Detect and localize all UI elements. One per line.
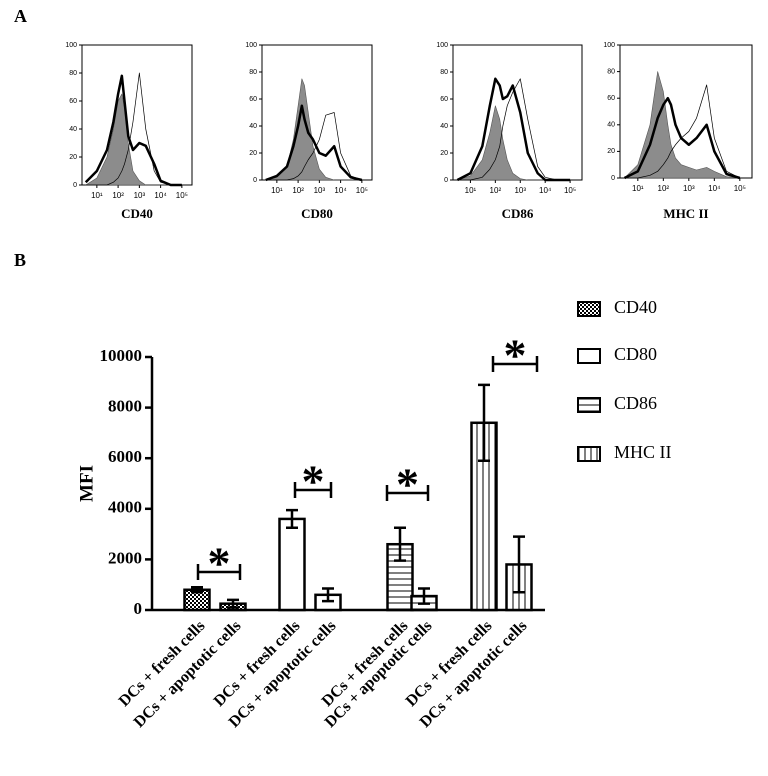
significance-bracket bbox=[293, 482, 333, 498]
plot-frame bbox=[452, 44, 583, 181]
significance-star: * bbox=[504, 330, 527, 381]
y-tick-label: 100 bbox=[65, 42, 77, 49]
y-tick-label: 2000 bbox=[108, 548, 142, 567]
histogram-curve bbox=[265, 78, 363, 181]
x-tick-label: 10⁵ bbox=[564, 186, 576, 195]
x-tick-label: 10⁴ bbox=[708, 184, 721, 193]
y-tick-label: 10000 bbox=[100, 346, 143, 365]
x-tick-label: 10³ bbox=[134, 191, 146, 200]
histogram-curve bbox=[85, 93, 183, 186]
histogram-curve bbox=[457, 105, 571, 181]
legend-swatch bbox=[577, 397, 601, 413]
y-tick-label: 6000 bbox=[108, 447, 142, 466]
histogram-curve bbox=[624, 84, 740, 179]
x-axis-label: CD86 bbox=[502, 206, 534, 221]
legend-label: MHC II bbox=[614, 442, 672, 462]
significance-bracket bbox=[196, 564, 242, 580]
y-tick-label: 20 bbox=[607, 148, 615, 155]
y-tick-label: 60 bbox=[607, 95, 615, 102]
y-tick-label: 60 bbox=[69, 98, 77, 105]
y-tick-label: 0 bbox=[611, 175, 615, 182]
y-tick-label: 40 bbox=[607, 122, 615, 129]
y-tick-label: 20 bbox=[69, 154, 77, 161]
panel-label: B bbox=[14, 250, 26, 270]
histogram-curve bbox=[624, 71, 741, 179]
y-tick-label: 0 bbox=[253, 177, 257, 184]
histogram-curve bbox=[265, 112, 362, 181]
plot-frame bbox=[81, 44, 193, 186]
y-tick-label: 20 bbox=[440, 150, 448, 157]
error-bar bbox=[418, 587, 430, 605]
y-tick-label: 40 bbox=[440, 123, 448, 130]
y-tick-label: 60 bbox=[440, 96, 448, 103]
significance-star: * bbox=[396, 459, 419, 510]
legend-swatch bbox=[577, 446, 601, 462]
legend-label: CD86 bbox=[614, 393, 657, 413]
panel-label: A bbox=[14, 6, 27, 26]
x-tick-label: 10² bbox=[490, 186, 502, 195]
y-tick-label: 100 bbox=[436, 42, 448, 49]
x-axis-label: CD40 bbox=[121, 206, 153, 221]
legend-swatch bbox=[577, 301, 601, 317]
x-tick-label: 10¹ bbox=[271, 186, 283, 195]
significance-bracket bbox=[491, 356, 539, 372]
x-tick-label: 10³ bbox=[683, 184, 695, 193]
error-bar bbox=[286, 508, 298, 530]
significance-star: * bbox=[302, 456, 325, 507]
error-bar bbox=[322, 587, 334, 603]
bar bbox=[278, 517, 306, 612]
histogram-curve bbox=[623, 96, 741, 180]
x-tick-label: 10⁵ bbox=[734, 184, 746, 193]
y-tick-label: 40 bbox=[249, 123, 257, 130]
histogram-curve bbox=[265, 104, 363, 182]
error-bar bbox=[191, 585, 203, 594]
x-tick-label: 10¹ bbox=[91, 191, 103, 200]
error-bar bbox=[394, 526, 406, 562]
y-tick-label: 8000 bbox=[108, 397, 142, 416]
x-tick-label: 10⁴ bbox=[154, 191, 167, 200]
y-tick-label: 60 bbox=[249, 96, 257, 103]
histogram-curve bbox=[85, 72, 182, 186]
x-tick-label: 10¹ bbox=[465, 186, 477, 195]
x-tick-label: 10³ bbox=[514, 186, 526, 195]
legend-label: CD80 bbox=[614, 344, 657, 364]
y-tick-label: 100 bbox=[603, 42, 615, 49]
y-tick-label: 40 bbox=[69, 126, 77, 133]
x-tick-label: 10² bbox=[112, 191, 124, 200]
y-tick-label: 80 bbox=[249, 69, 257, 76]
error-bar bbox=[513, 535, 525, 594]
x-tick-label: 10² bbox=[658, 184, 670, 193]
significance-bracket bbox=[385, 485, 430, 501]
x-tick-label: DCs + apoptotic cells bbox=[322, 617, 436, 731]
x-tick-label: 10⁴ bbox=[334, 186, 347, 195]
y-axis-label: MFI bbox=[76, 465, 97, 502]
y-tick-label: 100 bbox=[245, 42, 257, 49]
histogram-curve bbox=[84, 74, 182, 187]
error-bar bbox=[478, 383, 490, 462]
x-tick-label: 10¹ bbox=[632, 184, 644, 193]
y-tick-label: 20 bbox=[249, 150, 257, 157]
x-tick-label: 10² bbox=[292, 186, 304, 195]
histogram-curve bbox=[456, 77, 571, 182]
y-tick-label: 80 bbox=[440, 69, 448, 76]
x-axis-label: CD80 bbox=[301, 206, 333, 221]
histogram-curve bbox=[457, 78, 571, 181]
y-tick-label: 80 bbox=[69, 70, 77, 77]
significance-star: * bbox=[208, 538, 231, 589]
x-tick-label: 10⁵ bbox=[356, 186, 368, 195]
y-tick-label: 0 bbox=[134, 599, 143, 618]
x-axis-label: MHC II bbox=[663, 206, 708, 221]
legend-label: CD40 bbox=[614, 297, 657, 317]
x-tick-label: 10³ bbox=[314, 186, 326, 195]
y-tick-label: 80 bbox=[607, 68, 615, 75]
y-tick-label: 4000 bbox=[108, 498, 142, 517]
y-tick-label: 0 bbox=[73, 182, 77, 189]
x-tick-label: 10⁵ bbox=[176, 191, 188, 200]
y-tick-label: 0 bbox=[444, 177, 448, 184]
error-bar bbox=[227, 598, 239, 609]
legend-swatch bbox=[577, 348, 601, 364]
x-tick-label: 10⁴ bbox=[539, 186, 552, 195]
